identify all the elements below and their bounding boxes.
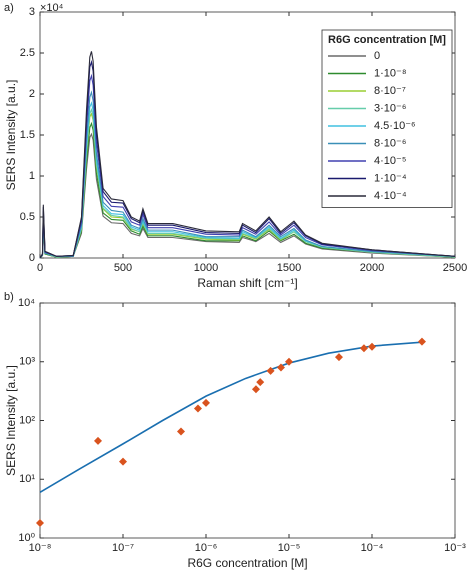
y-tick-label: 10² [19, 414, 35, 426]
legend-label: 4.5·10⁻⁶ [374, 120, 416, 132]
x-tick-label: 10⁻⁶ [195, 542, 218, 554]
x-tick-label: 10⁻⁸ [29, 542, 52, 554]
panel-label: a) [4, 2, 14, 14]
data-point [177, 427, 186, 436]
data-point [94, 436, 103, 445]
data-point [266, 366, 275, 375]
data-point [368, 342, 376, 351]
x-tick-label: 2000 [360, 262, 384, 274]
data-point [202, 398, 210, 407]
x-axis-label: R6G concentration [M] [187, 556, 307, 570]
data-point [285, 357, 293, 366]
data-point [193, 404, 202, 413]
legend-label: 1·10⁻⁸ [374, 67, 406, 79]
x-tick-label: 10⁻⁷ [112, 542, 134, 554]
y-tick-label: 10⁰ [18, 532, 35, 544]
x-tick-label: 10⁻³ [444, 542, 466, 554]
fit-line [39, 341, 423, 493]
plot-frame [39, 302, 456, 539]
data-point [256, 378, 265, 387]
y-tick-label: 1 [29, 170, 35, 182]
data-point [417, 337, 426, 346]
y-tick-label: 10³ [19, 356, 35, 368]
x-tick-label: 2500 [443, 262, 467, 274]
x-tick-label: 10⁻⁴ [361, 542, 384, 554]
x-tick-label: 1500 [277, 262, 301, 274]
legend-label: 0 [374, 50, 380, 62]
data-point [334, 353, 343, 362]
spectrum-line [39, 51, 456, 259]
data-point [359, 344, 368, 353]
y-tick-label: 3 [29, 6, 35, 18]
x-tick-label: 0 [37, 262, 43, 274]
y-tick-label: 0 [29, 252, 35, 264]
y-tick-label: 10⁴ [18, 297, 35, 309]
y-multiplier: ×10⁴ [40, 2, 64, 14]
y-tick-label: 10¹ [19, 473, 35, 485]
data-point [251, 385, 260, 394]
legend-label: 4·10⁻⁴ [374, 190, 407, 202]
x-tick-label: 1000 [194, 262, 218, 274]
y-axis-label: SERS Intensity [a.u.] [4, 80, 18, 191]
y-tick-label: 1.5 [20, 129, 35, 141]
y-tick-label: 2.5 [20, 47, 35, 59]
x-tick-label: 500 [114, 262, 132, 274]
legend-title: R6G concentration [M] [328, 34, 446, 46]
legend-label: 8·10⁻⁶ [374, 137, 406, 149]
x-axis-label: Raman shift [cm⁻¹] [197, 276, 297, 290]
x-tick-label: 10⁻⁵ [278, 542, 301, 554]
y-axis-label: SERS Intensity [a.u.] [4, 365, 18, 476]
legend: R6G concentration [M] 0 1·10⁻⁸ 8·10⁻⁷ 3·10⁻⁶… [321, 29, 453, 208]
legend-label: 3·10⁻⁶ [374, 102, 406, 114]
legend-label: 1·10⁻⁴ [374, 172, 407, 184]
data-point [119, 457, 127, 466]
spectrum-line [39, 90, 456, 259]
legend-label: 4·10⁻⁵ [374, 155, 406, 167]
data-point [36, 519, 44, 528]
legend-label: 8·10⁻⁷ [374, 85, 406, 97]
panel-label: b) [4, 291, 14, 303]
y-tick-label: 0.5 [20, 211, 35, 223]
y-tick-label: 2 [29, 88, 35, 100]
data-point [276, 363, 285, 372]
